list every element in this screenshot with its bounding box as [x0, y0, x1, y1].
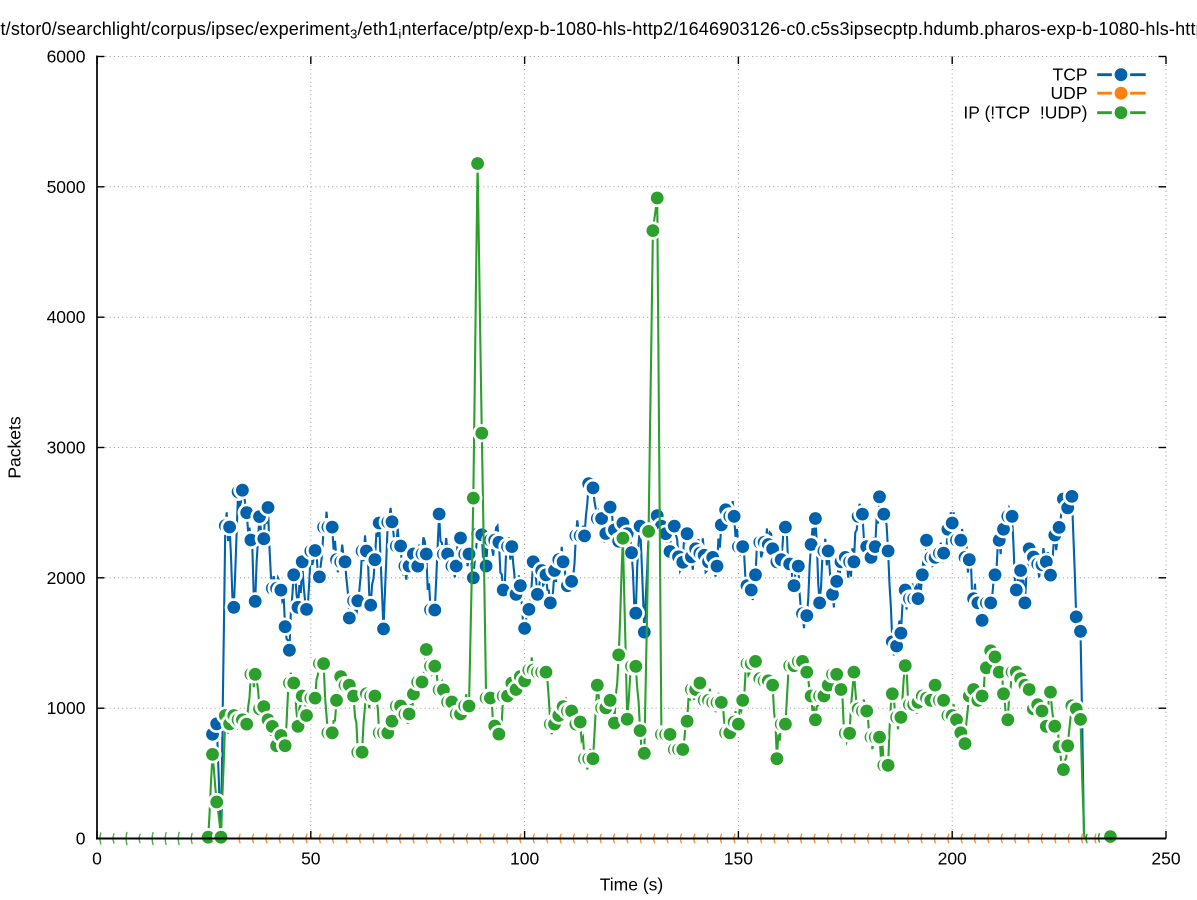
svg-text:0: 0	[76, 829, 86, 849]
svg-text:50: 50	[301, 849, 321, 869]
svg-text:3000: 3000	[47, 438, 86, 458]
svg-text:Packets: Packets	[5, 416, 25, 478]
svg-text:5000: 5000	[47, 177, 86, 197]
svg-text:250: 250	[1151, 849, 1180, 869]
svg-text:4000: 4000	[47, 307, 86, 327]
svg-text:1000: 1000	[47, 698, 86, 718]
svg-text:TCP: TCP	[1053, 65, 1088, 85]
svg-text:st/stor0/searchlight/corpus/ip: st/stor0/searchlight/corpus/ipsec/experi…	[0, 19, 1197, 42]
svg-text:100: 100	[510, 849, 539, 869]
svg-text:2000: 2000	[47, 568, 86, 588]
svg-text:0: 0	[92, 849, 102, 869]
svg-text:200: 200	[938, 849, 967, 869]
svg-text:Time (s): Time (s)	[600, 875, 664, 895]
svg-text:UDP: UDP	[1051, 83, 1088, 103]
svg-text:IP (!TCP !UDP): IP (!TCP !UDP)	[963, 103, 1087, 123]
svg-text:6000: 6000	[47, 47, 86, 67]
svg-text:150: 150	[724, 849, 753, 869]
